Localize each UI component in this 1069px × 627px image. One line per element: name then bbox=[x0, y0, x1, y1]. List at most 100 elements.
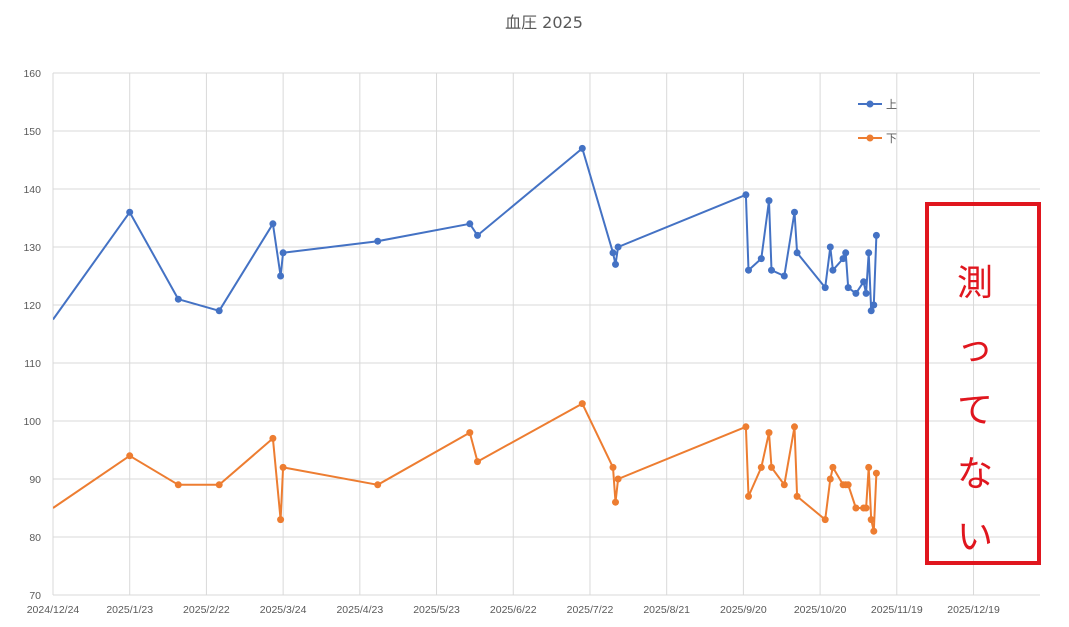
data-point bbox=[474, 458, 481, 466]
data-point bbox=[867, 307, 875, 315]
x-axis: 2024/12/24 2025/1/23 2025/2/22 2025/3/24 202… bbox=[27, 604, 1000, 616]
x-tick-label: 2025/3/24 bbox=[260, 604, 307, 616]
data-point bbox=[612, 260, 619, 268]
legend-label: 上 bbox=[886, 98, 897, 111]
data-point bbox=[852, 289, 860, 297]
x-tick-label: 2025/8/21 bbox=[643, 604, 690, 616]
data-point bbox=[374, 237, 382, 245]
y-tick-label: 90 bbox=[29, 474, 41, 486]
data-point bbox=[277, 272, 285, 280]
x-tick-label: 2025/11/19 bbox=[871, 604, 923, 616]
data-point bbox=[174, 481, 182, 489]
data-point bbox=[829, 463, 837, 471]
data-point bbox=[742, 191, 750, 199]
data-point bbox=[768, 463, 775, 471]
data-point bbox=[852, 504, 860, 512]
data-point bbox=[842, 249, 850, 257]
data-point bbox=[745, 492, 752, 500]
y-tick-label: 120 bbox=[23, 300, 41, 312]
data-point bbox=[474, 231, 481, 239]
data-point bbox=[793, 249, 801, 257]
x-tick-label: 2025/4/23 bbox=[336, 604, 383, 616]
y-tick-label: 150 bbox=[23, 126, 41, 138]
x-tick-label: 2025/7/22 bbox=[567, 604, 614, 616]
data-point bbox=[862, 504, 870, 512]
data-point bbox=[742, 423, 750, 431]
x-tick-label: 2025/10/20 bbox=[794, 604, 847, 616]
data-point bbox=[126, 208, 134, 216]
data-point bbox=[870, 301, 878, 309]
data-point bbox=[867, 516, 875, 524]
legend-label: 下 bbox=[886, 132, 897, 145]
chart-title: 血圧 2025 bbox=[505, 13, 583, 32]
data-point bbox=[174, 295, 182, 303]
data-point bbox=[612, 498, 619, 506]
data-point bbox=[826, 475, 834, 483]
data-point bbox=[768, 266, 775, 274]
annotation-char: て bbox=[957, 390, 993, 431]
data-point bbox=[865, 463, 873, 471]
data-point bbox=[765, 429, 773, 437]
data-point bbox=[826, 243, 834, 251]
y-tick-label: 100 bbox=[23, 416, 41, 428]
data-point bbox=[279, 463, 287, 471]
series-systolic bbox=[53, 144, 880, 321]
data-point bbox=[860, 278, 868, 286]
series-line bbox=[53, 147, 878, 321]
data-point bbox=[821, 516, 829, 524]
data-point bbox=[614, 475, 622, 483]
y-tick-label: 70 bbox=[29, 590, 41, 602]
y-axis: 70 80 90 100 110 120 130 140 150 160 bbox=[23, 68, 41, 602]
data-point bbox=[466, 429, 474, 437]
data-point bbox=[780, 481, 788, 489]
data-point bbox=[609, 249, 617, 257]
y-tick-label: 140 bbox=[23, 184, 41, 196]
series-diastolic bbox=[53, 400, 880, 535]
y-tick-label: 160 bbox=[23, 68, 41, 80]
data-point bbox=[215, 481, 223, 489]
annotation-char: い bbox=[957, 517, 993, 558]
data-point bbox=[870, 527, 878, 535]
data-point bbox=[872, 469, 880, 477]
x-tick-label: 2025/2/22 bbox=[183, 604, 230, 616]
data-point bbox=[872, 231, 880, 239]
data-point bbox=[780, 272, 788, 280]
x-tick-label: 2025/1/23 bbox=[106, 604, 153, 616]
y-tick-label: 130 bbox=[23, 242, 41, 254]
data-point bbox=[757, 463, 765, 471]
y-tick-label: 80 bbox=[29, 532, 41, 544]
data-point bbox=[578, 144, 586, 152]
data-point bbox=[829, 266, 837, 274]
data-point bbox=[839, 255, 847, 263]
data-point bbox=[269, 220, 277, 228]
legend-marker bbox=[866, 134, 874, 142]
data-point bbox=[279, 249, 287, 257]
legend: 上下 bbox=[858, 98, 897, 145]
data-point bbox=[791, 423, 798, 431]
data-point bbox=[865, 249, 873, 257]
data-point bbox=[793, 492, 801, 500]
data-point bbox=[126, 452, 134, 460]
data-point bbox=[609, 463, 617, 471]
data-point bbox=[765, 197, 773, 205]
data-point bbox=[269, 434, 277, 442]
x-tick-label: 2025/9/20 bbox=[720, 604, 767, 616]
y-tick-label: 110 bbox=[24, 358, 41, 370]
data-point bbox=[614, 243, 622, 251]
annotation-box bbox=[925, 202, 1041, 565]
x-tick-label: 2025/6/22 bbox=[490, 604, 537, 616]
x-tick-label: 2025/5/23 bbox=[413, 604, 460, 616]
annotation-char: っ bbox=[957, 328, 993, 369]
annotation-char: 測 bbox=[957, 263, 993, 304]
data-point bbox=[745, 266, 752, 274]
gridlines bbox=[52, 72, 1040, 596]
data-point bbox=[757, 255, 765, 263]
data-point bbox=[466, 220, 474, 228]
data-point bbox=[844, 284, 852, 292]
data-point bbox=[821, 284, 829, 292]
data-point bbox=[578, 400, 586, 408]
legend-marker bbox=[866, 100, 874, 108]
data-point bbox=[791, 208, 798, 216]
